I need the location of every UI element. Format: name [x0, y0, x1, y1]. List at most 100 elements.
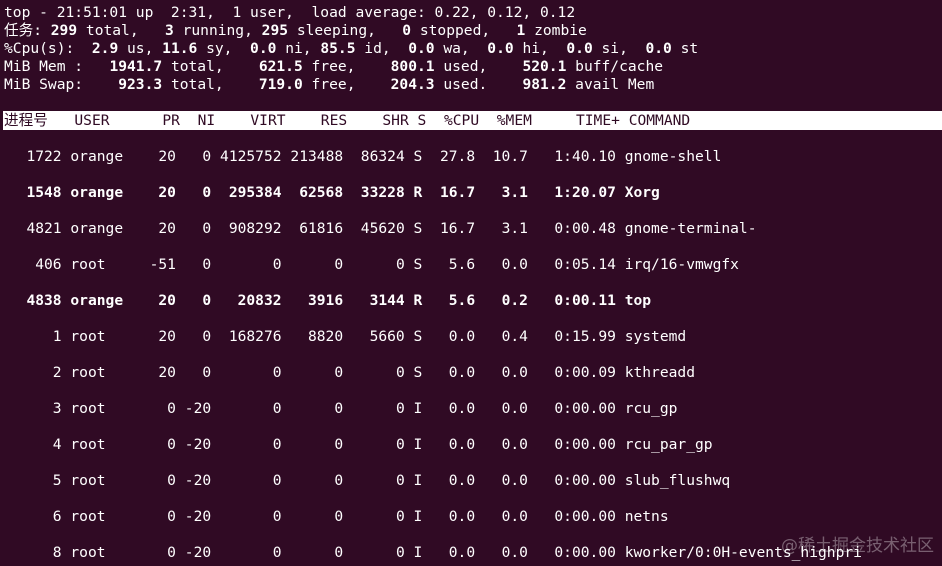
cell-command: Xorg — [624, 184, 660, 201]
summary-value: 0.0 — [408, 40, 435, 57]
cell-user: orange — [70, 184, 124, 201]
cell-s: S — [413, 148, 423, 165]
cell-pid: 1548 — [26, 184, 62, 201]
cell-shr: 0 — [395, 436, 405, 453]
cell-shr: 0 — [395, 256, 405, 273]
cell-cpu: 16.7 — [439, 184, 476, 201]
process-row[interactable]: 2 root 20 0 0 0 0 S 0.0 0.0 0:00.09 kthreadd — [0, 364, 704, 382]
cell-pr: 0 — [167, 544, 176, 561]
summary-value: 0.0 — [487, 40, 514, 57]
summary-value: 0.0 — [645, 40, 672, 57]
cell-ni: 0 — [202, 364, 212, 381]
cell-res: 3916 — [307, 292, 344, 309]
cell-virt: 0 — [272, 364, 282, 381]
cell-cpu: 0.0 — [448, 328, 476, 345]
cell-pr: 20 — [158, 328, 176, 345]
cell-mem: 3.1 — [501, 220, 528, 237]
cell-user: root — [70, 544, 106, 561]
process-row[interactable]: 4838 orange 20 0 20832 3916 3144 R 5.6 0.2 0:00.11… — [0, 292, 660, 310]
column-header-shr: SHR — [382, 112, 409, 129]
cell-mem: 0.0 — [501, 364, 528, 381]
column-header-pid: 进程号 — [4, 112, 48, 129]
cell-time: 0:00.00 — [554, 544, 616, 561]
cell-user: root — [70, 472, 106, 489]
cell-time: 0:00.00 — [554, 436, 616, 453]
summary-text: free, — [302, 58, 391, 75]
cell-pid: 4838 — [26, 292, 62, 309]
cell-pid: 8 — [52, 544, 62, 561]
cell-cpu: 0.0 — [448, 544, 476, 561]
summary-text: stopped, — [411, 22, 517, 39]
summary-line: MiB Swap: 923.3 total, 719.0 free, 204.3… — [4, 76, 654, 94]
cell-virt: 4125752 — [220, 148, 282, 165]
cell-pr: 20 — [158, 292, 176, 309]
cell-shr: 86324 — [360, 148, 405, 165]
cell-command: rcu_par_gp — [624, 436, 713, 453]
process-row[interactable]: 1548 orange 20 0 295384 62568 33228 R 16.7 3.1 1:2… — [0, 184, 669, 202]
cell-s: I — [413, 508, 423, 525]
cell-mem: 0.0 — [501, 400, 528, 417]
summary-value: 520.1 — [522, 58, 567, 75]
process-row[interactable]: 8 root 0 -20 0 0 0 I 0.0 0.0 0:00.00 kworker/0:0H-e… — [0, 544, 871, 562]
summary-text: zombie — [525, 22, 587, 39]
cell-mem: 0.0 — [501, 436, 528, 453]
cell-ni: 0 — [202, 328, 212, 345]
summary-value: 621.5 — [258, 58, 303, 75]
cell-res: 0 — [334, 508, 344, 525]
summary-value: 800.1 — [390, 58, 435, 75]
summary-text: hi, — [513, 40, 567, 57]
cell-virt: 0 — [272, 472, 282, 489]
process-row[interactable]: 1 root 20 0 168276 8820 5660 S 0.0 0.4 0:15.99 syst… — [0, 328, 695, 346]
summary-value: 981.2 — [522, 76, 567, 93]
process-row[interactable]: 3 root 0 -20 0 0 0 I 0.0 0.0 0:00.00 rcu_gp — [0, 400, 686, 418]
process-row[interactable]: 6 root 0 -20 0 0 0 I 0.0 0.0 0:00.00 netns — [0, 508, 677, 526]
cell-pid: 1 — [52, 328, 62, 345]
process-row[interactable]: 4 root 0 -20 0 0 0 I 0.0 0.0 0:00.00 rcu_par_gp — [0, 436, 721, 454]
process-row[interactable]: 4821 orange 20 0 908292 61816 45620 S 16.7 3.1 0:0… — [0, 220, 765, 238]
column-header-s: S — [417, 112, 427, 129]
column-header-command: COMMAND — [628, 112, 691, 129]
cell-mem: 0.0 — [501, 472, 528, 489]
cell-time: 0:00.00 — [554, 472, 616, 489]
cell-pid: 1722 — [26, 148, 62, 165]
process-row[interactable]: 1722 orange 20 0 4125752 213488 86324 S 27.8 10.7… — [0, 148, 730, 166]
summary-text: total, — [77, 22, 165, 39]
summary-text: total, — [162, 76, 259, 93]
summary-value: 0 — [402, 22, 412, 39]
column-header-ni: NI — [197, 112, 216, 129]
cell-time: 0:00.00 — [554, 508, 616, 525]
process-row[interactable]: 406 root -51 0 0 0 0 S 5.6 0.0 0:05.14 irq/16-vmwgf… — [0, 256, 748, 274]
summary-text: sleeping, — [288, 22, 403, 39]
cell-ni: 0 — [202, 148, 212, 165]
summary-line: %Cpu(s): 2.9 us, 11.6 sy, 0.0 ni, 85.5 i… — [4, 40, 698, 58]
cell-res: 61816 — [299, 220, 344, 237]
cell-cpu: 0.0 — [448, 400, 476, 417]
cell-command: irq/16-vmwgfx — [624, 256, 739, 273]
summary-text: ni, — [276, 40, 321, 57]
cell-shr: 0 — [395, 544, 405, 561]
cell-mem: 0.0 — [501, 508, 528, 525]
summary-line: 任务: 299 total, 3 running, 295 sleeping, … — [4, 22, 587, 40]
cell-shr: 0 — [395, 364, 405, 381]
cell-ni: -20 — [184, 436, 212, 453]
cell-cpu: 5.6 — [448, 292, 476, 309]
summary-value: 299 — [50, 22, 78, 39]
cell-s: I — [413, 436, 423, 453]
summary-text: sy, — [197, 40, 251, 57]
cell-pid: 4821 — [26, 220, 62, 237]
summary-text: id, — [355, 40, 409, 57]
cell-ni: -20 — [184, 400, 212, 417]
process-row[interactable]: 5 root 0 -20 0 0 0 I 0.0 0.0 0:00.00 slub_flushwq — [0, 472, 739, 490]
cell-res: 62568 — [299, 184, 344, 201]
cell-s: S — [413, 364, 423, 381]
summary-text: avail Mem — [566, 76, 655, 93]
cell-time: 0:00.11 — [554, 292, 616, 309]
cell-ni: -20 — [184, 472, 212, 489]
cell-pid: 4 — [52, 436, 62, 453]
cell-virt: 295384 — [228, 184, 282, 201]
cell-command: netns — [624, 508, 669, 525]
cell-virt: 0 — [272, 544, 282, 561]
cell-shr: 33228 — [360, 184, 405, 201]
cell-pid: 3 — [52, 400, 62, 417]
summary-value: 3 — [165, 22, 174, 39]
